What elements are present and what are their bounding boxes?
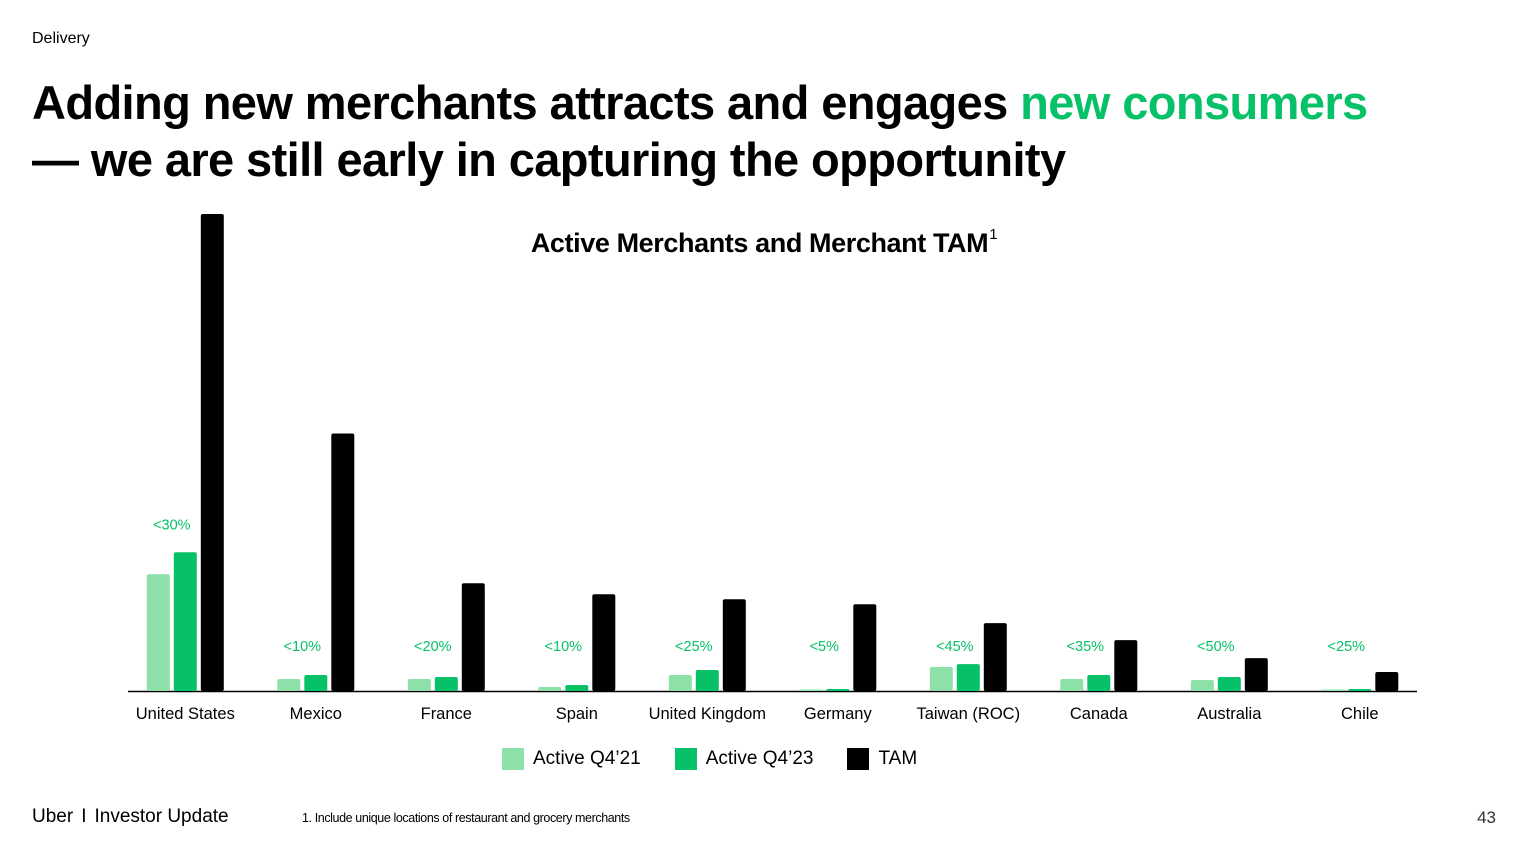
legend-label-active-q4-23: Active Q4’23 bbox=[705, 748, 814, 769]
data-label-mexico: <10% bbox=[284, 639, 322, 655]
bar-tam-spain bbox=[592, 594, 616, 691]
bar-active-q4-23-united-kingdom bbox=[695, 670, 719, 691]
bar-tam-australia bbox=[1244, 658, 1268, 691]
bar-active-q4-21-germany bbox=[799, 689, 823, 691]
legend-swatch-active-q4-21 bbox=[502, 748, 524, 770]
brand-name: Uber bbox=[32, 806, 74, 827]
data-label-australia: <50% bbox=[1197, 639, 1235, 655]
x-tick-label-spain: Spain bbox=[556, 705, 598, 723]
bar-tam-united-states bbox=[200, 214, 224, 691]
x-tick-label-chile: Chile bbox=[1341, 705, 1379, 723]
chart-title-footnote-marker: 1 bbox=[989, 226, 998, 243]
bar-active-q4-21-united-kingdom bbox=[668, 675, 692, 691]
bar-active-q4-23-mexico bbox=[304, 675, 328, 691]
bar-active-q4-23-united-states bbox=[173, 552, 197, 691]
brand-separator: I bbox=[81, 806, 87, 827]
bar-active-q4-21-mexico bbox=[277, 679, 301, 691]
data-label-united-states: <30% bbox=[153, 517, 191, 533]
x-tick-label-united-states: United States bbox=[136, 705, 235, 723]
bar-active-q4-23-canada bbox=[1087, 675, 1111, 691]
data-label-united-kingdom: <25% bbox=[675, 639, 713, 655]
headline-accent: new consumers bbox=[1020, 76, 1368, 129]
bar-active-q4-21-australia bbox=[1190, 680, 1214, 691]
headline-rest: — we are still early in capturing the op… bbox=[32, 133, 1066, 186]
headline: Adding new merchants attracts and engage… bbox=[32, 74, 1502, 188]
x-tick-label-australia: Australia bbox=[1197, 705, 1262, 723]
section-label: Delivery bbox=[32, 30, 90, 47]
bar-active-q4-23-australia bbox=[1217, 677, 1241, 691]
bar-tam-germany bbox=[853, 604, 877, 691]
bar-tam-france bbox=[461, 583, 485, 691]
x-tick-label-mexico: Mexico bbox=[290, 705, 342, 723]
x-tick-label-united-kingdom: United Kingdom bbox=[649, 705, 766, 723]
data-label-france: <20% bbox=[414, 639, 452, 655]
bar-active-q4-21-france bbox=[407, 679, 431, 691]
data-label-taiwan-roc: <45% bbox=[936, 639, 974, 655]
legend-swatch-tam bbox=[847, 748, 870, 770]
headline-main: Adding new merchants attracts and engage… bbox=[32, 76, 1021, 129]
bar-active-q4-23-taiwan-roc bbox=[956, 664, 980, 691]
legend-swatch-active-q4-23 bbox=[674, 748, 697, 770]
bar-tam-chile bbox=[1375, 672, 1399, 691]
legend-item-active-q4-23: Active Q4’23 bbox=[674, 748, 814, 770]
bar-tam-canada bbox=[1114, 640, 1138, 691]
legend-label-active-q4-21: Active Q4’21 bbox=[533, 748, 641, 769]
bar-active-q4-21-united-states bbox=[146, 574, 170, 691]
legend-label-tam: TAM bbox=[878, 748, 918, 769]
data-label-spain: <10% bbox=[545, 639, 583, 655]
bar-active-q4-23-spain bbox=[565, 685, 589, 691]
legend-item-active-q4-21: Active Q4’21 bbox=[502, 748, 641, 770]
chart-legend: Active Q4’21 Active Q4’23 TAM bbox=[502, 748, 951, 770]
bar-tam-united-kingdom bbox=[722, 599, 746, 691]
data-label-germany: <5% bbox=[810, 639, 840, 655]
data-label-canada: <35% bbox=[1067, 639, 1105, 655]
chart-title-text: Active Merchants and Merchant TAM bbox=[530, 228, 989, 258]
bar-active-q4-21-taiwan-roc bbox=[929, 667, 953, 691]
footer-brand: Uber I Investor Update bbox=[32, 806, 229, 828]
bar-tam-taiwan-roc bbox=[983, 623, 1007, 691]
bar-active-q4-21-canada bbox=[1060, 679, 1084, 691]
x-tick-label-taiwan-roc: Taiwan (ROC) bbox=[916, 705, 1020, 723]
x-tick-label-france: France bbox=[421, 705, 472, 723]
chart-title: Active Merchants and Merchant TAM1 bbox=[0, 226, 1528, 259]
bar-tam-mexico bbox=[331, 433, 355, 691]
product-name: Investor Update bbox=[94, 806, 229, 827]
x-tick-label-canada: Canada bbox=[1070, 705, 1129, 723]
page-number: 43 bbox=[1477, 808, 1496, 827]
bar-active-q4-23-france bbox=[434, 677, 458, 691]
x-tick-label-germany: Germany bbox=[804, 705, 873, 723]
bar-active-q4-21-spain bbox=[538, 687, 562, 691]
footnote: 1. Include unique locations of restauran… bbox=[302, 811, 630, 825]
bar-active-q4-21-chile bbox=[1321, 689, 1345, 691]
bar-active-q4-23-chile bbox=[1348, 689, 1372, 691]
bar-active-q4-23-germany bbox=[826, 689, 850, 691]
data-label-chile: <25% bbox=[1328, 639, 1366, 655]
legend-item-tam: TAM bbox=[847, 748, 917, 770]
